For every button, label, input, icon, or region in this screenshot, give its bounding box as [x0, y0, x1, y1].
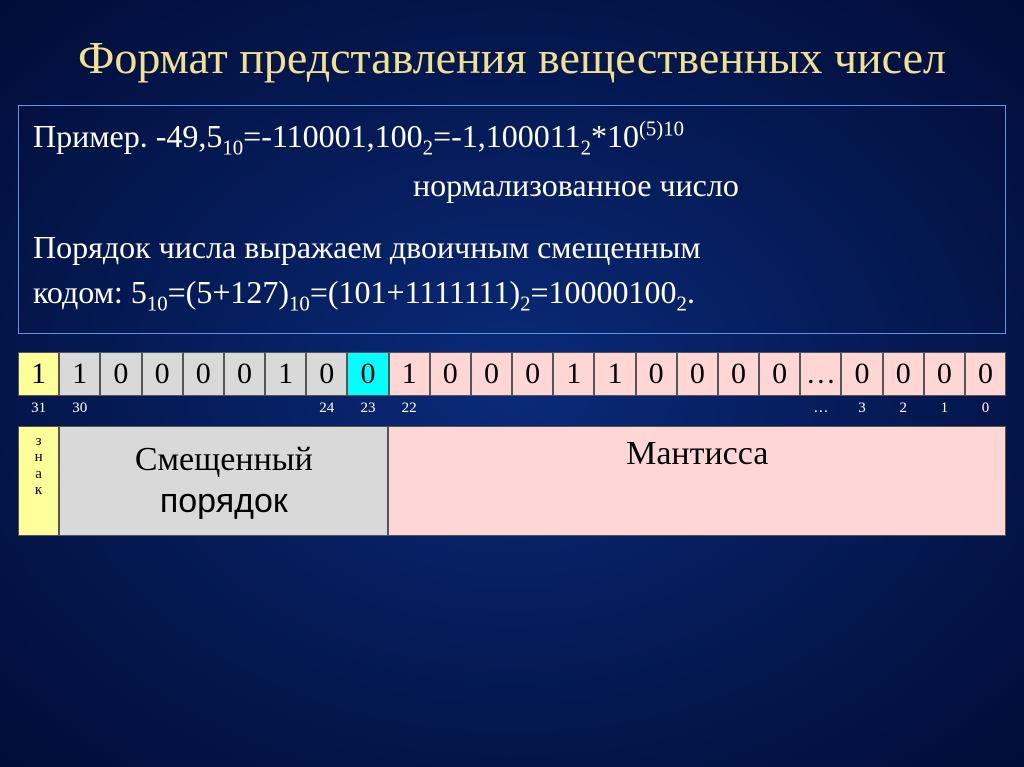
- idx-21: 2: [883, 396, 924, 420]
- label-sign: з н а к: [18, 426, 59, 536]
- bit-m-6: 0: [636, 352, 677, 396]
- label-exponent: Смещенный порядок: [59, 426, 388, 536]
- sign-ch-1: н: [35, 449, 43, 466]
- idx-14: [594, 396, 635, 420]
- example-line-1: Пример. -49,510=-110001,1002=-1,1000112*…: [33, 114, 991, 163]
- sub5: 10: [289, 293, 310, 316]
- ex4b: =(5+127): [168, 274, 289, 310]
- ex4d: =10000100: [531, 274, 677, 310]
- sub2: 2: [423, 137, 433, 160]
- sup1: (5)10: [639, 118, 684, 141]
- idx-2: [100, 396, 141, 420]
- sub6: 2: [520, 293, 530, 316]
- bit-sign: 1: [18, 352, 59, 396]
- ex4a: кодом: 5: [33, 274, 147, 310]
- idx-4: [183, 396, 224, 420]
- bit-m-5: 1: [594, 352, 635, 396]
- bit-exp-2: 0: [142, 352, 183, 396]
- sub3: 2: [581, 137, 591, 160]
- bit-m-3: 0: [512, 352, 553, 396]
- example-box: Пример. -49,510=-110001,1002=-1,1000112*…: [18, 105, 1006, 334]
- ex4e: .: [687, 274, 695, 310]
- idx-10: [430, 396, 471, 420]
- bit-m-12: 0: [883, 352, 924, 396]
- idx-9: 22: [389, 396, 430, 420]
- idx-19: …: [800, 396, 841, 420]
- ex1c: =-1,100011: [433, 118, 581, 154]
- idx-12: [512, 396, 553, 420]
- bit-m-9: 0: [759, 352, 800, 396]
- idx-20: 3: [841, 396, 882, 420]
- bit-m-11: 0: [841, 352, 882, 396]
- label-row: з н а к Смещенный порядок Мантисса: [18, 426, 1006, 536]
- idx-23: 0: [965, 396, 1006, 420]
- idx-16: [677, 396, 718, 420]
- bit-exp-0: 1: [59, 352, 100, 396]
- sign-ch-3: к: [35, 482, 42, 499]
- idx-17: [718, 396, 759, 420]
- idx-15: [636, 396, 677, 420]
- bit-exp-1: 0: [100, 352, 141, 396]
- bit-exp-6: 0: [306, 352, 347, 396]
- idx-11: [471, 396, 512, 420]
- ex1a: Пример. -49,5: [33, 118, 222, 154]
- sign-ch-2: а: [35, 466, 42, 483]
- bits-row: 1 1 0 0 0 0 1 0 0 1 0 0 0 1 1 0 0 0 0 … …: [18, 352, 1006, 396]
- sub7: 2: [677, 293, 687, 316]
- bit-m-0: 1: [389, 352, 430, 396]
- example-line-2: нормализованное число: [33, 163, 991, 208]
- idx-8: 23: [347, 396, 388, 420]
- idx-18: [759, 396, 800, 420]
- bit-exp-5: 1: [265, 352, 306, 396]
- exp-l1: Смещенный: [135, 440, 313, 481]
- bit-exp-3: 0: [183, 352, 224, 396]
- ex1d: *10: [591, 118, 639, 154]
- exp-l2: порядок: [135, 481, 313, 522]
- bit-m-1: 0: [430, 352, 471, 396]
- idx-13: [553, 396, 594, 420]
- bit-m-13: 0: [924, 352, 965, 396]
- ex1b: =-110001,100: [243, 118, 423, 154]
- idx-3: [142, 396, 183, 420]
- bit-m-2: 0: [471, 352, 512, 396]
- idx-1: 30: [59, 396, 100, 420]
- bit-m-10: …: [800, 352, 841, 396]
- example-line-4: кодом: 510=(5+127)10=(101+1111111)2=1000…: [33, 270, 991, 319]
- slide-title: Формат представления вещественных чисел: [0, 0, 1024, 105]
- bit-exp-7: 0: [347, 352, 388, 396]
- idx-6: [265, 396, 306, 420]
- idx-22: 1: [924, 396, 965, 420]
- sign-ch-0: з: [36, 433, 42, 450]
- ex4c: =(101+1111111): [310, 274, 520, 310]
- idx-5: [224, 396, 265, 420]
- label-mantissa: Мантисса: [388, 426, 1006, 536]
- index-row: 31 30 24 23 22 … 3 2 1 0: [18, 396, 1006, 420]
- sub4: 10: [147, 293, 168, 316]
- bit-exp-4: 0: [224, 352, 265, 396]
- example-line-3: Порядок числа выражаем двоичным смещенны…: [33, 225, 991, 270]
- idx-0: 31: [18, 396, 59, 420]
- idx-7: 24: [306, 396, 347, 420]
- bit-m-8: 0: [718, 352, 759, 396]
- bit-m-4: 1: [553, 352, 594, 396]
- bit-m-14: 0: [965, 352, 1006, 396]
- bit-m-7: 0: [677, 352, 718, 396]
- sub1: 10: [222, 137, 243, 160]
